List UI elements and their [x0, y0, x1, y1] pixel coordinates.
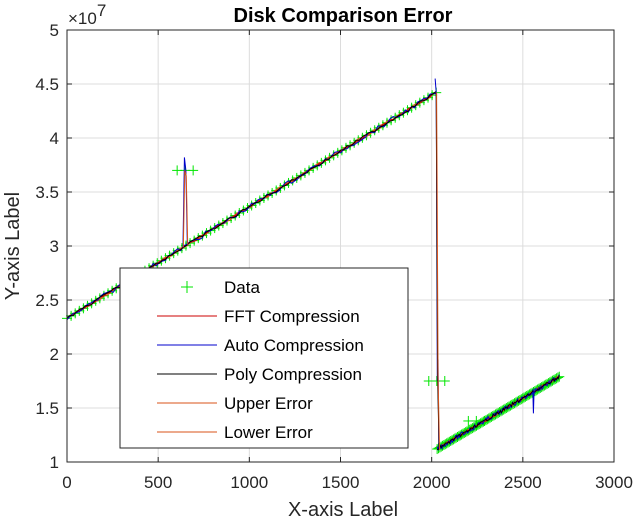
ticks: 0 500 1000 1500 2000 2500 3000 1 1.5 2 2.5 3 3.5 4 4.5… [35, 21, 633, 492]
y-tick-label: 1.5 [35, 399, 59, 418]
x-tick-label: 2500 [504, 473, 542, 492]
drop-error [436, 92, 441, 450]
data-marker [188, 165, 199, 176]
y-tick-label: 2 [50, 345, 59, 364]
chart-title: Disk Comparison Error [234, 5, 453, 27]
plot-data [62, 78, 565, 455]
legend-label: FFT Compression [224, 307, 360, 326]
legend-entry: Lower Error [157, 423, 313, 442]
legend-entry: Upper Error [157, 394, 313, 413]
y-axis-label: Y-axis Label [2, 192, 24, 300]
legend-label: Data [224, 278, 260, 297]
data-marker [439, 376, 450, 386]
y-tick-label: 5 [50, 21, 59, 40]
legend-entry: FFT Compression [157, 307, 360, 326]
y-exponent-power: 7 [97, 1, 106, 20]
y-tick-label: 3.5 [35, 183, 59, 202]
x-axis-label: X-axis Label [288, 499, 398, 520]
y-axis-exponent: ×107 [68, 1, 106, 28]
legend: Data FFT Compression Auto Compression Poly … [119, 267, 409, 449]
x-tick-label: 500 [144, 473, 172, 492]
legend-entries: Data FFT Compression Auto Compression Poly … [157, 278, 364, 442]
y-exponent-base: ×10 [68, 9, 97, 28]
x-tick-label: 1500 [322, 473, 360, 492]
legend-label: Upper Error [224, 394, 313, 413]
x-tick-label: 1000 [230, 473, 268, 492]
legend-label: Lower Error [224, 423, 313, 442]
dip-auto [532, 388, 535, 414]
x-tick-label: 0 [62, 473, 71, 492]
y-tick-label: 1 [50, 453, 59, 472]
legend-box [119, 267, 409, 449]
legend-label: Auto Compression [224, 336, 364, 355]
y-tick-label: 4.5 [35, 75, 59, 94]
legend-label: Poly Compression [224, 365, 362, 384]
legend-entry: Poly Compression [157, 365, 362, 384]
legend-entry: Data [181, 278, 260, 297]
y-tick-label: 3 [50, 237, 59, 256]
y-tick-label: 4 [50, 129, 59, 148]
spike-error [182, 170, 189, 248]
x-tick-label: 2000 [413, 473, 451, 492]
x-tick-label: 3000 [595, 473, 633, 492]
y-tick-label: 2.5 [35, 291, 59, 310]
legend-entry: Auto Compression [157, 336, 364, 355]
